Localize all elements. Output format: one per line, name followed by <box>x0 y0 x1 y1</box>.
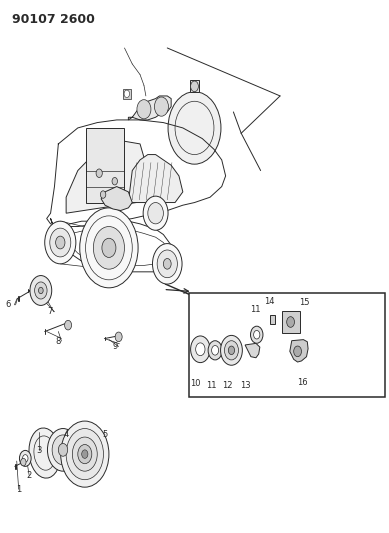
Circle shape <box>163 259 171 269</box>
Circle shape <box>52 435 74 465</box>
Text: 11: 11 <box>251 305 261 313</box>
Circle shape <box>35 282 47 299</box>
Text: 14: 14 <box>265 297 275 305</box>
Circle shape <box>208 341 222 360</box>
Circle shape <box>137 100 151 119</box>
Circle shape <box>191 336 210 362</box>
Bar <box>190 80 199 92</box>
Circle shape <box>102 238 116 257</box>
Circle shape <box>65 320 72 330</box>
Circle shape <box>148 203 163 224</box>
Bar <box>86 128 124 203</box>
Circle shape <box>112 177 117 185</box>
Circle shape <box>254 330 260 339</box>
Circle shape <box>221 335 242 365</box>
Circle shape <box>58 443 68 456</box>
Polygon shape <box>66 139 148 213</box>
Circle shape <box>30 276 52 305</box>
Text: 7: 7 <box>47 308 53 316</box>
Circle shape <box>294 346 301 357</box>
Polygon shape <box>245 343 260 358</box>
Circle shape <box>45 221 76 264</box>
Text: 1: 1 <box>16 485 21 494</box>
Circle shape <box>21 458 26 466</box>
Circle shape <box>191 81 198 92</box>
Circle shape <box>80 208 138 288</box>
Circle shape <box>72 437 97 471</box>
Polygon shape <box>128 155 183 203</box>
Text: 90107 2600: 90107 2600 <box>12 13 95 26</box>
Circle shape <box>224 341 238 360</box>
Circle shape <box>50 228 71 257</box>
Circle shape <box>100 191 106 198</box>
Text: 13: 13 <box>240 381 251 390</box>
Circle shape <box>66 429 103 480</box>
Circle shape <box>96 169 102 177</box>
Circle shape <box>251 326 263 343</box>
Text: 9: 9 <box>112 342 117 351</box>
Circle shape <box>212 345 219 355</box>
Polygon shape <box>128 96 171 120</box>
Bar <box>282 311 300 333</box>
Text: 16: 16 <box>297 378 308 386</box>
Polygon shape <box>290 340 308 362</box>
Text: 6: 6 <box>6 301 11 309</box>
Text: 10: 10 <box>191 379 201 388</box>
Bar <box>123 89 131 99</box>
Circle shape <box>228 346 235 354</box>
Circle shape <box>196 343 205 356</box>
Text: 12: 12 <box>223 381 233 390</box>
Circle shape <box>39 287 43 294</box>
Circle shape <box>124 90 130 98</box>
Circle shape <box>19 450 31 466</box>
Circle shape <box>93 227 124 269</box>
Circle shape <box>56 236 65 249</box>
Bar <box>270 315 275 325</box>
Circle shape <box>287 317 294 327</box>
Circle shape <box>115 332 122 342</box>
Circle shape <box>168 92 221 164</box>
Circle shape <box>23 455 28 462</box>
Text: 8: 8 <box>55 337 60 345</box>
Circle shape <box>47 429 79 471</box>
Circle shape <box>61 421 109 487</box>
Text: 5: 5 <box>102 430 108 439</box>
Ellipse shape <box>29 428 61 478</box>
Circle shape <box>152 244 182 284</box>
Circle shape <box>143 196 168 230</box>
Text: 11: 11 <box>206 381 216 390</box>
Text: 2: 2 <box>26 471 32 480</box>
Circle shape <box>78 445 92 464</box>
Circle shape <box>157 250 177 278</box>
Bar <box>189 293 385 397</box>
Text: 15: 15 <box>300 298 310 307</box>
Circle shape <box>82 450 88 458</box>
Text: 3: 3 <box>36 446 42 455</box>
Text: 4: 4 <box>63 430 69 439</box>
Circle shape <box>154 97 168 116</box>
Polygon shape <box>101 187 132 211</box>
